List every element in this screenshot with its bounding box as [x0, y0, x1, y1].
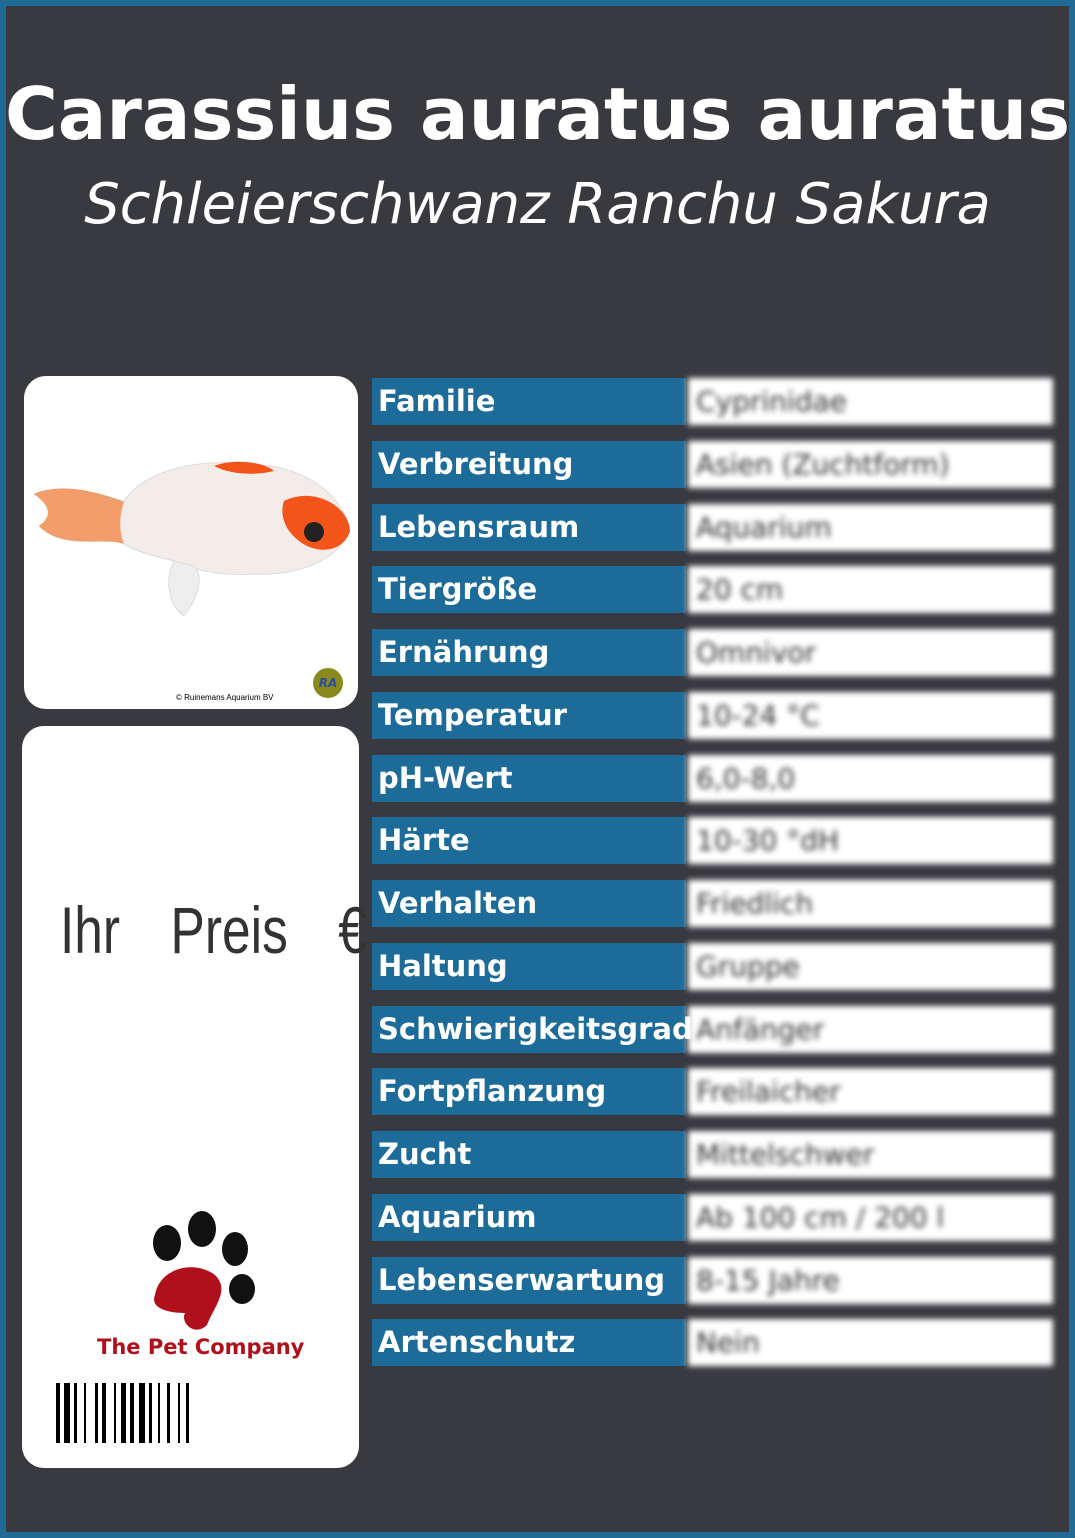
barcode-bar — [186, 1383, 189, 1443]
fact-row: Temperatur 10-24 °C — [372, 691, 1053, 739]
barcode-bar — [121, 1383, 126, 1443]
fact-value: 8-15 Jahre — [688, 1256, 1053, 1304]
fact-value: Asien (Zuchtform) — [688, 440, 1053, 488]
fact-row: Lebenserwartung 8-15 Jahre — [372, 1256, 1053, 1304]
fact-label: Schwierigkeitsgrad — [372, 1005, 693, 1053]
fact-row: Haltung Gruppe — [372, 942, 1053, 990]
barcode-bar — [95, 1383, 98, 1443]
fact-label: pH-Wert — [372, 754, 686, 802]
paw-logo-icon — [153, 1211, 255, 1330]
barcode — [56, 1383, 189, 1443]
fact-row: Zucht Mittelschwer — [372, 1131, 1053, 1178]
fact-value: Freilaicher — [688, 1068, 1053, 1116]
fact-label: Zucht — [372, 1131, 686, 1178]
fact-value: Nein — [688, 1319, 1053, 1367]
fact-row: Familie Cyprinidae — [372, 378, 1053, 425]
fact-label: Aquarium — [372, 1193, 686, 1241]
photo-credit: © Ruinemans Aquarium BV — [176, 693, 274, 702]
fact-value: Anfänger — [688, 1005, 1053, 1053]
fact-label: Fortpflanzung — [372, 1068, 686, 1116]
fact-label: Ernährung — [372, 629, 686, 676]
fact-label: Härte — [372, 817, 686, 865]
fact-row: Artenschutz Nein — [372, 1319, 1053, 1367]
fact-row: pH-Wert 6,0-8,0 — [372, 754, 1053, 802]
fact-label: Haltung — [372, 942, 686, 990]
barcode-bar — [64, 1383, 70, 1443]
scientific-name: Carassius auratus auratus — [4, 72, 1071, 156]
company-name: The Pet Company — [97, 1335, 305, 1359]
ruinemans-logo: RA — [313, 668, 343, 698]
fish-photo-card — [24, 376, 358, 709]
fact-label: Lebenserwartung — [372, 1256, 686, 1304]
fact-value: Friedlich — [688, 880, 1053, 927]
fact-value: 20 cm — [688, 566, 1053, 614]
fact-value: Cyprinidae — [688, 378, 1053, 425]
barcode-bar — [74, 1383, 77, 1443]
common-name: Schleierschwanz Ranchu Sakura — [84, 172, 991, 237]
fact-label: Temperatur — [372, 691, 686, 739]
barcode-bar — [84, 1383, 86, 1443]
barcode-bar — [158, 1383, 160, 1443]
fact-row: Lebensraum Aquarium — [372, 503, 1053, 551]
barcode-bar — [130, 1383, 134, 1443]
fact-label: Familie — [372, 378, 686, 425]
fact-value: Omnivor — [688, 629, 1053, 676]
fact-row: Härte 10-30 °dH — [372, 817, 1053, 865]
barcode-bar — [178, 1383, 180, 1443]
fact-value: 6,0-8,0 — [688, 754, 1053, 802]
fact-row: Verhalten Friedlich — [372, 880, 1053, 927]
barcode-bar — [149, 1383, 152, 1443]
fact-row: Aquarium Ab 100 cm / 200 l — [372, 1193, 1053, 1241]
barcode-bar — [167, 1383, 170, 1443]
barcode-bar — [139, 1383, 145, 1443]
fact-row: Ernährung Omnivor — [372, 629, 1053, 676]
fact-row: Fortpflanzung Freilaicher — [372, 1068, 1053, 1116]
fact-value: Aquarium — [688, 503, 1053, 551]
fact-value: Ab 100 cm / 200 l — [688, 1193, 1053, 1241]
fact-row: Schwierigkeitsgrad Anfänger — [372, 1005, 1053, 1053]
fact-label: Tiergröße — [372, 566, 686, 614]
fact-row: Tiergröße 20 cm — [372, 566, 1053, 614]
fish-image — [32, 461, 350, 617]
fact-row: Verbreitung Asien (Zuchtform) — [372, 440, 1053, 488]
fact-label: Lebensraum — [372, 503, 686, 551]
fact-value: 10-24 °C — [688, 691, 1053, 739]
fact-label: Artenschutz — [372, 1319, 686, 1367]
fact-value: Mittelschwer — [688, 1131, 1053, 1178]
fact-label: Verbreitung — [372, 440, 686, 488]
barcode-bar — [102, 1383, 106, 1443]
fact-label: Verhalten — [372, 880, 686, 927]
price-label: Ihr Preis € — [60, 893, 367, 967]
barcode-bar — [114, 1383, 116, 1443]
fact-value: Gruppe — [688, 942, 1053, 990]
price-card — [22, 726, 359, 1468]
barcode-bar — [56, 1383, 60, 1443]
fact-value: 10-30 °dH — [688, 817, 1053, 865]
